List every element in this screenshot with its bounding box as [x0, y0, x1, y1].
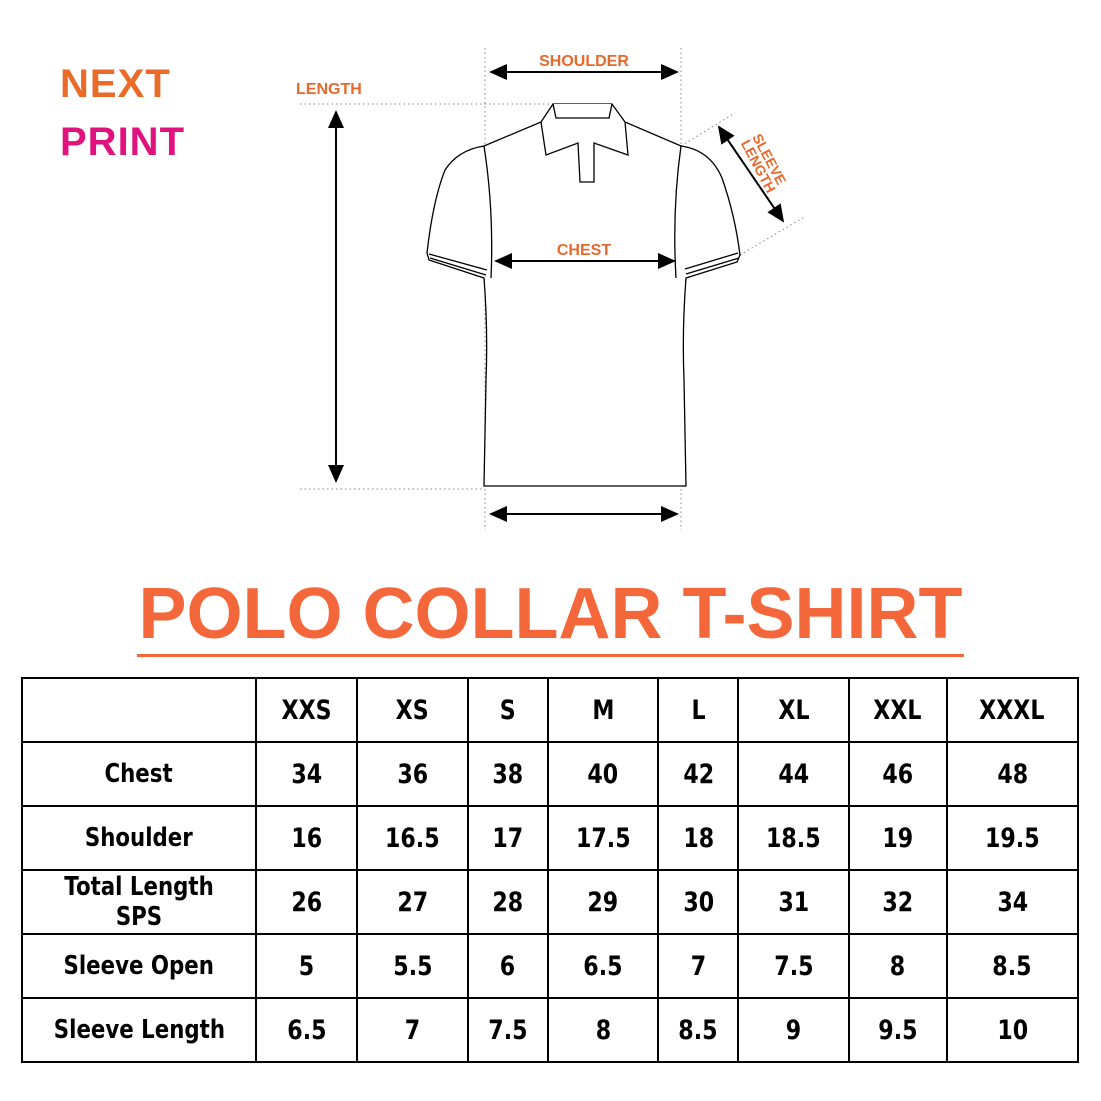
size-value-cell: 9.5 [847, 997, 948, 1063]
header-cell: XXS [254, 677, 359, 743]
size-value-cell: 34 [254, 741, 359, 807]
size-value-cell: 17.5 [546, 805, 660, 871]
size-value-cell: 38 [466, 741, 549, 807]
size-value-cell: 27 [356, 869, 469, 935]
table-row: Sleeve Length 6.5 7 7.5 8 8.5 9 9.5 10 [21, 997, 1080, 1063]
size-value-cell: 48 [945, 741, 1080, 807]
size-value-cell: 28 [466, 869, 549, 935]
table-row: Chest 34 36 38 40 42 44 46 48 [21, 741, 1080, 807]
header-cell: XL [737, 677, 850, 743]
size-value-cell: 6.5 [546, 933, 660, 999]
row-label: Chest [21, 741, 257, 807]
size-table: XXS XS S M L XL XXL XXXL Chest 34 36 38 40 42… [21, 677, 1080, 1063]
row-label: Sleeve Open [21, 933, 257, 999]
size-value-cell: 6.5 [254, 997, 359, 1063]
size-value-cell: 32 [847, 869, 948, 935]
size-value-cell: 8 [847, 933, 948, 999]
size-value-cell: 29 [546, 869, 660, 935]
size-value-cell: 16.5 [356, 805, 469, 871]
table-row: Sleeve Open 5 5.5 6 6.5 7 7.5 8 8.5 [21, 933, 1080, 999]
size-value-cell: 18.5 [737, 805, 850, 871]
size-value-cell: 8.5 [657, 997, 740, 1063]
size-value-cell: 7 [657, 933, 740, 999]
header-cell: L [657, 677, 740, 743]
size-value-cell: 16 [254, 805, 359, 871]
size-value-cell: 10 [945, 997, 1080, 1063]
size-value-cell: 31 [737, 869, 850, 935]
size-value-cell: 42 [657, 741, 740, 807]
logo-print: PRINT [60, 120, 185, 164]
size-value-cell: 19 [847, 805, 948, 871]
title-text: POLO COLLAR T-SHIRT [136, 574, 965, 657]
header-cell: M [546, 677, 660, 743]
row-label: Shoulder [21, 805, 257, 871]
size-value-cell: 7.5 [466, 997, 549, 1063]
size-value-cell: 8.5 [945, 933, 1080, 999]
size-value-cell: 5.5 [356, 933, 469, 999]
size-value-cell: 44 [737, 741, 850, 807]
page-title: POLO COLLAR T-SHIRT [0, 574, 1101, 657]
header-cell: XXXL [945, 677, 1080, 743]
header-cell: XXL [847, 677, 948, 743]
length-label: LENGTH [296, 81, 362, 98]
shirt-outline [426, 103, 741, 487]
logo-next: NEXT [60, 62, 171, 106]
row-label: Sleeve Length [21, 997, 257, 1063]
size-value-cell: 36 [356, 741, 469, 807]
size-value-cell: 6 [466, 933, 549, 999]
header-cell: XS [356, 677, 469, 743]
size-value-cell: 5 [254, 933, 359, 999]
polo-shirt-diagram: LENGTH SHOULDER CHEST SLEEVE LENGTH [296, 48, 807, 530]
size-value-cell: 9 [737, 997, 850, 1063]
size-value-cell: 19.5 [945, 805, 1080, 871]
header-cell [21, 677, 257, 743]
table-row: Shoulder 16 16.5 17 17.5 18 18.5 19 19.5 [21, 805, 1080, 871]
sleeve-length-arrow [717, 125, 785, 223]
size-value-cell: 18 [657, 805, 740, 871]
size-value-cell: 7 [356, 997, 469, 1063]
size-value-cell: 40 [546, 741, 660, 807]
size-value-cell: 7.5 [737, 933, 850, 999]
row-label: Total Length SPS [21, 869, 257, 935]
header-row: XXS XS S M L XL XXL XXXL [21, 677, 1080, 743]
size-value-cell: 26 [254, 869, 359, 935]
shoulder-label: SHOULDER [539, 53, 629, 70]
size-value-cell: 34 [945, 869, 1080, 935]
size-value-cell: 30 [657, 869, 740, 935]
size-value-cell: 8 [546, 997, 660, 1063]
chest-label: CHEST [557, 242, 611, 259]
size-value-cell: 46 [847, 741, 948, 807]
measure-arrows [328, 64, 785, 522]
header-cell: S [466, 677, 549, 743]
size-value-cell: 17 [466, 805, 549, 871]
table-row: Total Length SPS 26 27 28 29 30 31 32 34 [21, 869, 1080, 935]
